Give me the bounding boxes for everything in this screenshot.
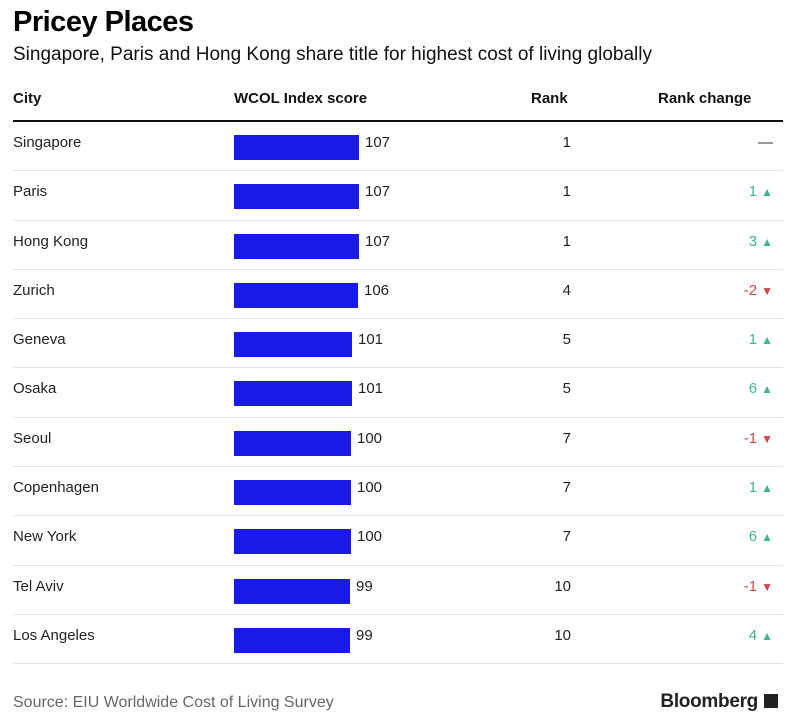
column-header-score: WCOL Index score (234, 90, 368, 107)
city-label: New York (13, 528, 77, 546)
rank-change-value: 1 (748, 183, 758, 201)
rank-change: 3 ▲ (749, 233, 773, 250)
triangle-up-icon: ▲ (761, 234, 773, 249)
rank-value: 1 (562, 134, 571, 151)
column-header-rank: Rank (531, 90, 568, 107)
score-bar (234, 627, 350, 653)
score-bar (234, 529, 351, 555)
score-bar (234, 332, 352, 358)
rank-change: -1 ▼ (744, 578, 773, 595)
chart-subtitle: Singapore, Paris and Hong Kong share tit… (13, 44, 652, 65)
rank-change-value: 6 (748, 528, 758, 546)
table-row: New York 100 7 6 ▲ (13, 516, 783, 566)
rank-change-value: — (758, 134, 773, 151)
city-label: Geneva (13, 331, 66, 349)
rank-change: 1 ▲ (749, 183, 773, 200)
score-value: 99 (356, 577, 373, 595)
score-value: 100 (357, 528, 383, 546)
table-row: Copenhagen 100 7 1 ▲ (13, 467, 783, 517)
score-value: 99 (356, 626, 373, 644)
triangle-down-icon: ▼ (761, 579, 773, 594)
score-bar (234, 430, 351, 456)
rank-value: 1 (562, 232, 571, 250)
score-value: 107 (365, 134, 391, 151)
city-label: Singapore (13, 134, 82, 151)
city-label: Tel Aviv (13, 577, 64, 595)
score-value: 107 (365, 183, 391, 201)
score-bar (234, 578, 350, 604)
score-value: 101 (358, 331, 384, 349)
rank-change-value: 3 (748, 232, 758, 250)
city-label: Zurich (13, 281, 55, 299)
city-label: Hong Kong (13, 232, 89, 250)
triangle-up-icon: ▲ (761, 333, 773, 348)
rank-change-value: -1 (743, 577, 758, 595)
table-row: Osaka 101 5 6 ▲ (13, 368, 783, 418)
triangle-down-icon: ▼ (761, 283, 773, 298)
triangle-up-icon: ▲ (761, 530, 773, 545)
city-label: Osaka (13, 380, 57, 398)
table-row: Hong Kong 107 1 3 ▲ (13, 221, 783, 270)
score-bar (234, 480, 351, 506)
chart-title: Pricey Places (13, 6, 194, 38)
rank-value: 1 (562, 183, 571, 201)
rank-value: 10 (554, 577, 571, 595)
brand-icon (764, 694, 778, 708)
table-row: Paris 107 1 1 ▲ (13, 171, 783, 221)
rank-change: 6 ▲ (749, 528, 773, 545)
table-row: Singapore 107 1 — (13, 122, 783, 172)
table-row: Seoul 100 7 -1 ▼ (13, 418, 783, 468)
city-label: Seoul (13, 429, 52, 447)
rank-change: 6 ▲ (749, 380, 773, 397)
rank-value: 5 (562, 331, 571, 349)
rank-change: 4 ▲ (749, 627, 773, 644)
city-label: Copenhagen (13, 479, 99, 497)
score-bar (234, 233, 359, 259)
triangle-up-icon: ▲ (761, 185, 773, 200)
score-value: 107 (365, 232, 391, 250)
score-bar (234, 381, 352, 407)
table-row: Geneva 101 5 1 ▲ (13, 319, 783, 369)
rank-change: -1 ▼ (744, 430, 773, 447)
triangle-up-icon: ▲ (761, 382, 773, 397)
rank-change-value: 1 (748, 479, 758, 497)
column-header-city: City (13, 90, 42, 107)
score-bar (234, 282, 358, 308)
rank-change-value: 1 (748, 331, 758, 349)
score-bar (234, 135, 359, 160)
rank-change: 1 ▲ (749, 479, 773, 496)
triangle-up-icon: ▲ (761, 481, 773, 496)
brand-logo: Bloomberg (660, 691, 778, 713)
rank-change: -2 ▼ (744, 282, 773, 299)
table-body: Singapore 107 1— Paris 107 1 1 ▲ Hong Kong 107 1 3 ▲… (13, 122, 783, 665)
city-label: Paris (13, 183, 48, 201)
rank-change: 1 ▲ (749, 331, 773, 348)
rank-value: 5 (562, 380, 571, 398)
rank-change: — (758, 134, 773, 151)
rank-value: 4 (562, 281, 571, 299)
table-header: City WCOL Index score Rank Rank change (13, 88, 783, 122)
score-value: 100 (357, 429, 383, 447)
rank-change-value: 4 (748, 626, 758, 644)
brand-name: Bloomberg (660, 691, 758, 712)
rank-change-value: 6 (748, 380, 758, 398)
triangle-up-icon: ▲ (761, 628, 773, 643)
table-row: Los Angeles 99 10 4 ▲ (13, 615, 783, 665)
rank-change-value: -2 (743, 281, 758, 299)
rank-value: 7 (562, 528, 571, 546)
score-bar (234, 184, 359, 210)
rank-value: 7 (562, 429, 571, 447)
triangle-down-icon: ▼ (761, 431, 773, 446)
rank-value: 7 (562, 479, 571, 497)
source-note: Source: EIU Worldwide Cost of Living Sur… (13, 694, 334, 711)
table-row: Tel Aviv 99 10 -1 ▼ (13, 566, 783, 615)
column-header-rank-change: Rank change (658, 90, 752, 107)
rank-change-value: -1 (743, 429, 758, 447)
city-label: Los Angeles (13, 626, 95, 644)
rank-value: 10 (554, 626, 571, 644)
table-row: Zurich 106 4 -2 ▼ (13, 270, 783, 320)
score-value: 100 (357, 479, 383, 497)
score-value: 106 (364, 281, 390, 299)
score-value: 101 (358, 380, 384, 398)
